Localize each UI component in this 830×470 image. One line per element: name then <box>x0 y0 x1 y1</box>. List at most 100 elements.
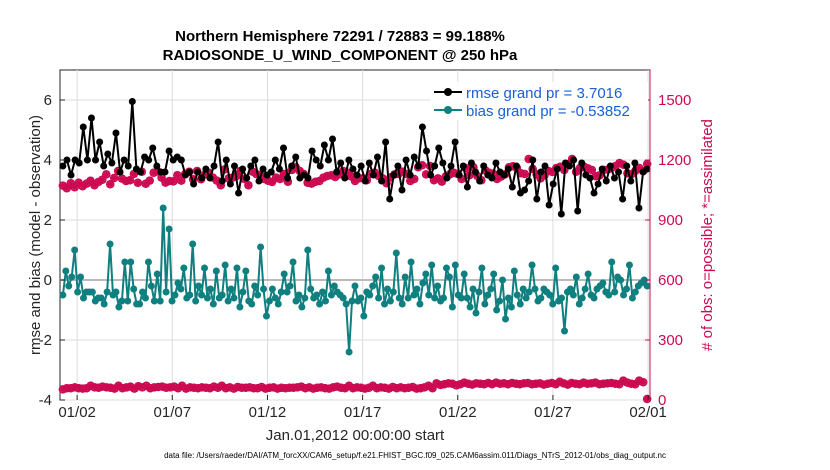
star-stroke <box>177 177 185 185</box>
bias-point <box>484 291 492 299</box>
obs-assimilated-star <box>177 176 186 185</box>
star-stroke <box>118 175 126 183</box>
rmse-point <box>488 174 496 182</box>
bias-point <box>442 264 450 272</box>
bias-point <box>174 279 182 287</box>
bias-point <box>159 204 167 212</box>
bias-point <box>369 282 377 290</box>
rmse-point <box>476 177 484 185</box>
bias-point <box>118 297 126 305</box>
rmse-point <box>112 129 120 137</box>
bias-point <box>62 267 70 275</box>
bias-point <box>295 291 303 299</box>
bias-point <box>115 303 123 311</box>
rmse-point <box>83 156 91 164</box>
bias-point <box>510 267 518 275</box>
rmse-point <box>578 159 586 167</box>
bias-point <box>251 282 259 290</box>
obs-assimilated-star <box>244 181 253 190</box>
bias-point <box>150 297 158 305</box>
bias-point <box>141 294 149 302</box>
bias-point <box>558 294 566 302</box>
star-stroke <box>248 168 256 176</box>
rmse-point <box>529 156 537 164</box>
obs-assimilated-star <box>125 176 134 185</box>
star-stroke <box>643 160 651 168</box>
obs-assimilated-star <box>133 178 142 187</box>
rmse-point <box>480 162 488 170</box>
bias-point <box>566 285 574 293</box>
bias-point <box>289 258 297 266</box>
bias-point <box>552 264 560 272</box>
bias-point <box>578 294 586 302</box>
rmse-point <box>104 150 112 158</box>
star-stroke <box>347 172 355 180</box>
bias-point <box>496 297 504 305</box>
star-stroke <box>643 395 651 403</box>
bias-point <box>590 294 598 302</box>
bias-point <box>100 300 108 308</box>
bias-point <box>230 294 238 302</box>
bias-point <box>504 294 512 302</box>
bias-point <box>88 288 96 296</box>
rmse-point <box>210 162 218 170</box>
y-tick-label-right: 1500 <box>658 92 691 109</box>
bias-point <box>71 246 79 254</box>
bias-point <box>106 240 114 248</box>
bias-point <box>316 300 324 308</box>
bias-point <box>392 249 400 257</box>
bias-point <box>313 291 321 299</box>
bias-point <box>398 300 406 308</box>
rmse-point <box>423 147 431 155</box>
star-stroke <box>345 382 353 390</box>
rmse-point <box>304 174 312 182</box>
obs-assimilated-star <box>106 180 115 189</box>
rmse-point <box>222 156 230 164</box>
y-axis-label-right: # of obs: o=possible; *=assimilated <box>699 119 716 351</box>
bias-point <box>201 264 209 272</box>
star-stroke <box>410 175 418 183</box>
bias-point <box>121 258 129 266</box>
bias-point <box>472 309 480 317</box>
bias-point <box>395 294 403 302</box>
bias-point <box>490 270 498 278</box>
rmse-point <box>349 165 357 173</box>
bias-point <box>419 279 427 287</box>
bias-point <box>156 297 164 305</box>
bias-point <box>469 285 477 293</box>
bias-point <box>572 273 580 281</box>
star-stroke <box>67 179 75 187</box>
y-tick-label-right: 600 <box>658 272 683 289</box>
rmse-point <box>316 162 324 170</box>
bias-point <box>274 300 282 308</box>
bias-point <box>549 300 557 308</box>
rmse-point <box>149 144 157 152</box>
rmse-point <box>165 147 173 155</box>
bias-point <box>59 291 67 299</box>
obs-assimilated-star <box>587 166 596 174</box>
rmse-point <box>525 177 533 185</box>
bias-point <box>360 312 368 320</box>
y-tick-label-right: 300 <box>658 332 683 349</box>
bias-point <box>378 264 386 272</box>
rmse-point <box>549 180 557 188</box>
bias-point <box>620 291 628 299</box>
star-stroke <box>615 159 624 167</box>
bias-point <box>410 291 418 299</box>
rmse-point <box>67 171 75 179</box>
obs-possible-star <box>639 378 648 387</box>
bias-point <box>631 288 639 296</box>
bias-point <box>425 291 433 299</box>
bias-point <box>457 294 465 302</box>
bias-point <box>401 273 409 281</box>
rmse-point <box>414 162 422 170</box>
rmse-point <box>598 165 606 173</box>
bias-point <box>177 285 185 293</box>
bias-point <box>389 288 397 296</box>
obs-assimilated-star <box>169 177 178 186</box>
chart-title-line1: Northern Hemisphere 72291 / 72883 = 99.1… <box>175 28 505 45</box>
rmse-point <box>292 153 300 161</box>
star-stroke <box>146 177 154 185</box>
rmse-point <box>75 159 83 167</box>
